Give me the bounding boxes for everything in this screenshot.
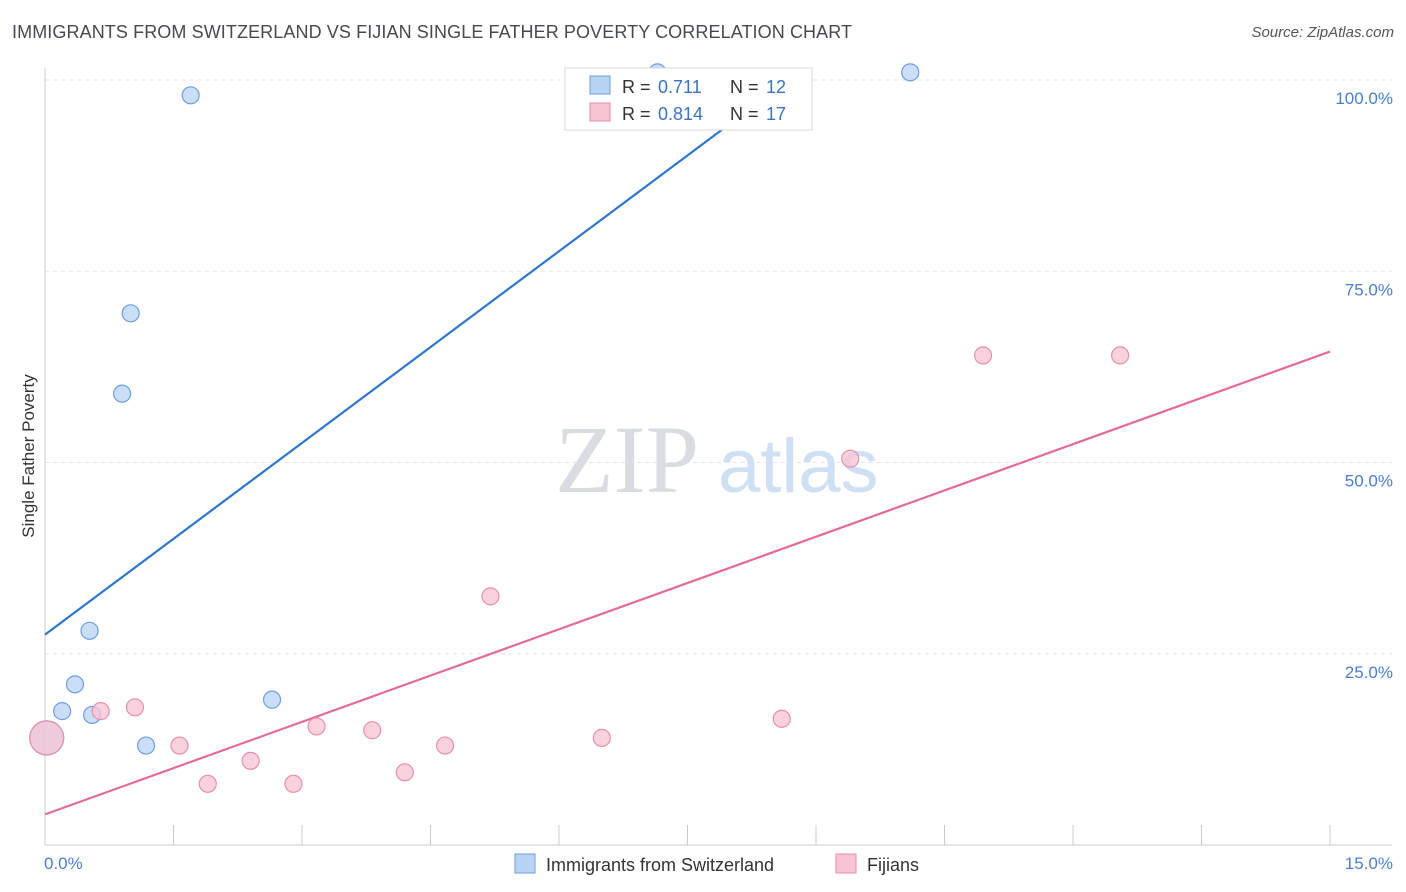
trend-line-switzerland [44, 71, 800, 636]
trend-lines [44, 71, 1331, 816]
data-points [29, 63, 1130, 793]
point-switzerland-4 [80, 621, 99, 640]
point-fijians-12 [592, 728, 611, 748]
legend-bottom-label-blue: Immigrants from Switzerland [546, 855, 774, 875]
point-fijians-6 [284, 774, 303, 793]
point-switzerland-11 [901, 63, 920, 82]
legend-n-value-1: 12 [766, 77, 786, 97]
point-fijians-1 [91, 702, 110, 721]
point-fijians-9 [395, 763, 414, 782]
gridlines [45, 79, 1392, 655]
trend-line-fijians [44, 350, 1331, 816]
point-switzerland-9 [262, 690, 282, 709]
point-fijians-8 [363, 721, 382, 740]
point-fijians-15 [973, 346, 993, 365]
point-fijians-16 [1111, 346, 1130, 365]
legend-r-value-1: 0.711 [658, 77, 702, 97]
legend-r-label-2: R = [622, 104, 651, 124]
point-fijians-13 [772, 709, 791, 728]
point-switzerland-5 [112, 384, 132, 403]
y-axis-label: Single Father Poverty [19, 374, 38, 538]
x-tick-label-min: 0.0% [44, 854, 83, 873]
legend-top: R = 0.711 N = 12 R = 0.814 N = 17 [564, 67, 813, 131]
point-fijians-0 [29, 720, 65, 756]
chart-title: IMMIGRANTS FROM SWITZERLAND VS FIJIAN SI… [12, 22, 853, 42]
point-fijians-4 [198, 774, 217, 793]
y-tick-label-100: 100.0% [1335, 89, 1393, 108]
point-switzerland-6 [121, 304, 140, 323]
legend-bottom: Immigrants from Switzerland Fijians [514, 853, 919, 875]
point-fijians-10 [435, 736, 455, 755]
x-ticks [44, 825, 1331, 845]
legend-r-label-1: R = [622, 77, 651, 97]
point-switzerland-2 [65, 675, 85, 694]
point-fijians-5 [241, 751, 260, 770]
point-fijians-3 [170, 736, 189, 755]
legend-r-value-2: 0.814 [658, 104, 703, 124]
watermark-zip: ZIP [555, 406, 699, 513]
point-fijians-14 [841, 449, 860, 468]
x-tick-label-max: 15.0% [1345, 854, 1393, 873]
legend-n-value-2: 17 [766, 104, 786, 124]
legend-bottom-swatch-blue [514, 853, 536, 874]
point-fijians-11 [481, 587, 500, 606]
y-tick-labels: 25.0% 50.0% 75.0% 100.0% [1335, 89, 1393, 682]
legend-swatch-pink [589, 102, 611, 122]
point-fijians-7 [307, 717, 326, 736]
point-switzerland-8 [181, 86, 200, 105]
legend-swatch-blue [589, 75, 611, 95]
legend-n-label-1: N = [730, 77, 759, 97]
legend-bottom-label-pink: Fijians [867, 855, 919, 875]
y-tick-label-75: 75.0% [1345, 280, 1393, 299]
point-switzerland-7 [136, 736, 156, 755]
point-fijians-2 [125, 698, 145, 717]
legend-bottom-swatch-pink [835, 853, 857, 874]
y-tick-label-25: 25.0% [1345, 663, 1393, 682]
y-tick-label-50: 50.0% [1345, 472, 1393, 491]
legend-n-label-2: N = [730, 104, 759, 124]
source-label: Source: ZipAtlas.com [1251, 24, 1394, 41]
point-switzerland-1 [53, 702, 72, 721]
